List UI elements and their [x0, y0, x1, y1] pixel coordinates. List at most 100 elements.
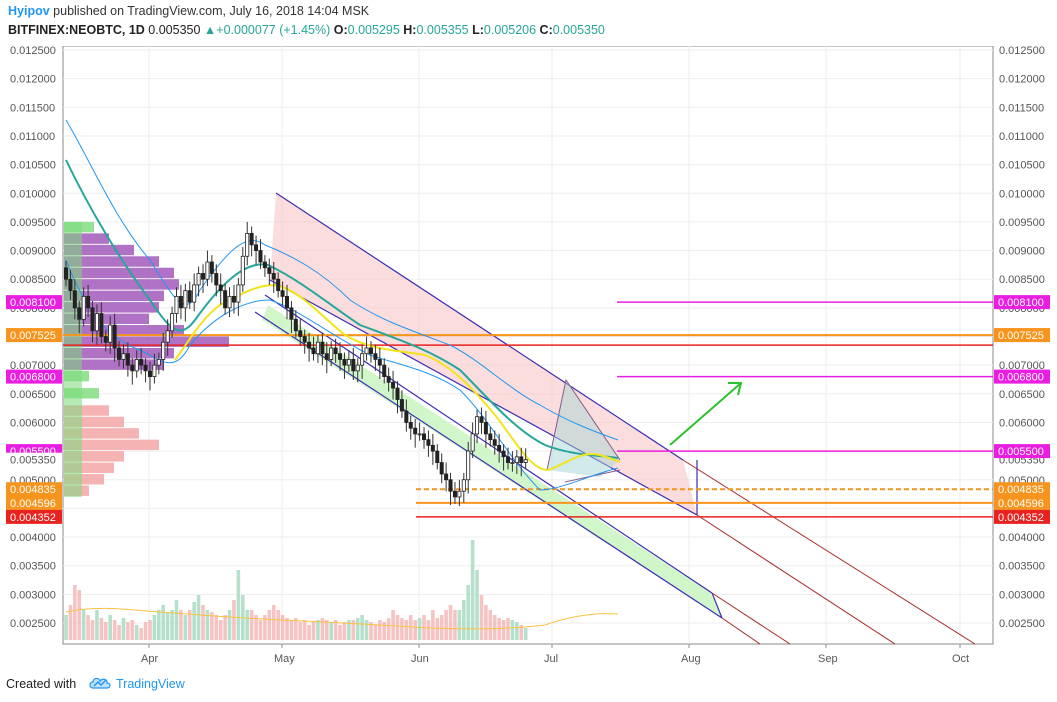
candle[interactable]	[143, 364, 148, 372]
candle[interactable]	[240, 255, 245, 286]
candle[interactable]	[72, 290, 77, 309]
price-tag[interactable]: 0.005500	[998, 446, 1044, 458]
price-tag[interactable]: 0.005350	[10, 455, 56, 467]
candle[interactable]	[351, 359, 356, 372]
candle[interactable]	[435, 450, 440, 463]
candle[interactable]	[329, 347, 334, 360]
candle[interactable]	[187, 290, 192, 303]
candle[interactable]	[346, 359, 351, 366]
candle[interactable]	[302, 336, 307, 343]
candle[interactable]	[315, 341, 320, 355]
candle[interactable]	[77, 307, 82, 320]
candle[interactable]	[360, 353, 365, 366]
candle[interactable]	[134, 359, 139, 372]
price-tag[interactable]: 0.004352	[998, 512, 1044, 524]
candle[interactable]	[139, 359, 144, 366]
candle[interactable]	[479, 416, 484, 423]
candle[interactable]	[68, 278, 73, 292]
candle[interactable]	[426, 439, 431, 446]
price-tag[interactable]: 0.007525	[10, 330, 56, 342]
candle[interactable]	[161, 341, 166, 360]
price-tag[interactable]: 0.006800	[10, 372, 56, 384]
candle[interactable]	[505, 456, 510, 463]
candle[interactable]	[218, 284, 223, 292]
candle[interactable]	[293, 318, 298, 332]
candle[interactable]	[417, 433, 422, 436]
candle[interactable]	[152, 364, 157, 378]
candle[interactable]	[307, 341, 312, 349]
candle[interactable]	[280, 290, 285, 297]
candle[interactable]	[497, 444, 502, 452]
price-tag[interactable]: 0.008100	[998, 297, 1044, 309]
candle[interactable]	[492, 439, 497, 446]
triangle-pattern[interactable]	[547, 380, 620, 477]
candle[interactable]	[386, 376, 391, 383]
candle[interactable]	[103, 336, 108, 343]
candle[interactable]	[333, 347, 338, 355]
candle[interactable]	[461, 479, 466, 492]
projection-line[interactable]	[682, 459, 976, 645]
price-tag[interactable]: 0.006800	[998, 372, 1044, 384]
candle[interactable]	[130, 364, 135, 372]
price-tag[interactable]: 0.004352	[10, 512, 56, 524]
channel-line[interactable]	[269, 279, 698, 516]
candle[interactable]	[254, 244, 259, 251]
candle[interactable]	[483, 422, 488, 435]
candle[interactable]	[174, 295, 179, 314]
price-tag[interactable]: 0.004835	[998, 484, 1044, 496]
candle[interactable]	[227, 295, 232, 309]
tradingview-brand-link[interactable]: TradingView	[116, 677, 185, 691]
candle[interactable]	[64, 267, 69, 280]
candle[interactable]	[192, 284, 197, 303]
candle[interactable]	[364, 347, 369, 355]
projection-line[interactable]	[696, 514, 896, 645]
candle[interactable]	[81, 295, 86, 320]
projection-line[interactable]	[721, 617, 761, 645]
candle[interactable]	[262, 261, 267, 269]
price-tag[interactable]: 0.004596	[998, 498, 1044, 510]
target-arrow[interactable]	[669, 382, 742, 446]
candle[interactable]	[404, 410, 409, 423]
candle[interactable]	[90, 307, 95, 332]
candle[interactable]	[475, 416, 480, 435]
candle[interactable]	[452, 490, 457, 498]
candle[interactable]	[298, 330, 303, 337]
price-tag[interactable]: 0.008100	[10, 297, 56, 309]
candle[interactable]	[267, 267, 272, 274]
candle[interactable]	[276, 278, 281, 292]
candle[interactable]	[395, 387, 400, 400]
candle[interactable]	[466, 450, 471, 481]
candle[interactable]	[117, 347, 122, 360]
candle[interactable]	[514, 456, 519, 463]
candle[interactable]	[399, 399, 404, 412]
candle[interactable]	[112, 324, 117, 349]
candle[interactable]	[320, 341, 325, 355]
candle[interactable]	[488, 433, 493, 441]
candle[interactable]	[156, 359, 161, 366]
candle[interactable]	[408, 422, 413, 429]
candle[interactable]	[342, 359, 347, 366]
candle[interactable]	[196, 273, 201, 286]
price-tag[interactable]: 0.004835	[10, 484, 56, 496]
candle[interactable]	[448, 479, 453, 492]
candle[interactable]	[368, 347, 373, 355]
price-tag[interactable]: 0.007525	[998, 330, 1044, 342]
candle[interactable]	[430, 444, 435, 452]
candle[interactable]	[271, 273, 276, 280]
candle[interactable]	[324, 353, 329, 360]
candle[interactable]	[258, 250, 263, 263]
candle[interactable]	[382, 364, 387, 378]
candle[interactable]	[223, 290, 228, 309]
candle[interactable]	[422, 433, 427, 441]
candle[interactable]	[373, 353, 378, 360]
candle[interactable]	[510, 462, 515, 464]
candle[interactable]	[165, 330, 170, 343]
channel-line[interactable]	[711, 592, 723, 619]
candle[interactable]	[501, 450, 506, 458]
candle[interactable]	[147, 370, 152, 378]
projection-line[interactable]	[711, 592, 791, 645]
candle[interactable]	[355, 364, 360, 372]
candle[interactable]	[201, 273, 206, 280]
candle[interactable]	[209, 261, 214, 274]
candle[interactable]	[391, 381, 396, 389]
